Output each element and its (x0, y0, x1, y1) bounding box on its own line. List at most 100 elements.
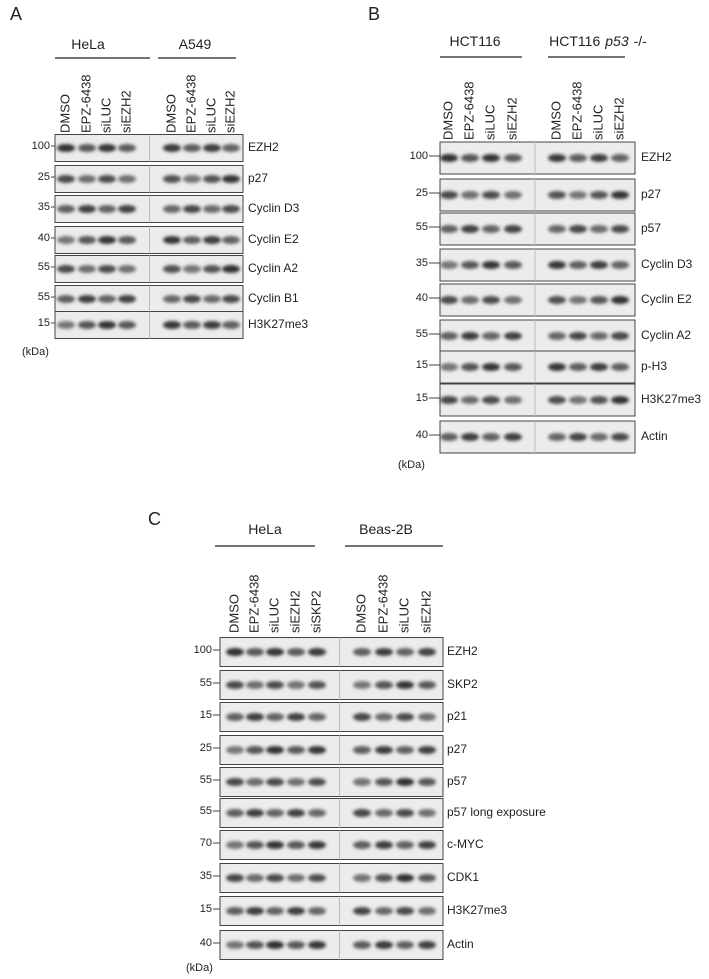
band (353, 746, 371, 754)
band (246, 907, 264, 915)
band (569, 154, 587, 162)
protein-label: p27 (248, 171, 268, 185)
band (183, 265, 201, 273)
band (308, 681, 326, 689)
band (440, 261, 458, 269)
lane-label: EPZ-6438 (375, 574, 390, 633)
band (548, 433, 566, 441)
band (287, 746, 305, 754)
band (548, 261, 566, 269)
band (163, 321, 181, 329)
band (548, 396, 566, 404)
band (78, 321, 96, 329)
band (246, 681, 264, 689)
group-label: HeLa (71, 36, 105, 52)
band (266, 941, 284, 949)
band (461, 261, 479, 269)
band (611, 396, 629, 404)
protein-label: p57 (641, 221, 661, 235)
band (222, 175, 240, 183)
band (118, 295, 136, 303)
band (98, 236, 116, 244)
band (569, 225, 587, 233)
band (396, 746, 414, 754)
band (308, 746, 326, 754)
band (266, 874, 284, 882)
protein-label: EZH2 (447, 644, 478, 658)
lane-label: siEZH2 (118, 90, 133, 133)
group-name-italic: p53 (604, 33, 629, 49)
band (226, 841, 244, 849)
band (548, 296, 566, 304)
band (287, 874, 305, 882)
protein-label: p57 (447, 774, 467, 788)
mw-label: 55 (416, 328, 428, 340)
band (118, 265, 136, 273)
lane-label: EPZ-6438 (569, 81, 584, 140)
panel: A HeLa DMSO EPZ-6438 siLUC siEZH2 A549 DMSO EPZ-… (10, 4, 308, 358)
band (396, 778, 414, 786)
band (246, 941, 264, 949)
band (504, 396, 522, 404)
band (287, 841, 305, 849)
group-label: HeLa (248, 521, 282, 537)
band (590, 191, 608, 199)
band (163, 175, 181, 183)
mw-label: 25 (416, 187, 428, 199)
band (226, 907, 244, 915)
band (287, 809, 305, 817)
mw-label: 35 (416, 257, 428, 269)
band (548, 332, 566, 340)
band (222, 321, 240, 329)
band (440, 332, 458, 340)
band (222, 265, 240, 273)
mw-label: 55 (38, 261, 50, 273)
group-name: HeLa (248, 521, 282, 537)
lane-label: siEZH2 (418, 590, 433, 633)
mw-label: 100 (32, 140, 50, 152)
band (461, 332, 479, 340)
mw-label: 40 (416, 292, 428, 304)
band (461, 154, 479, 162)
lane-label: siLUC (590, 105, 605, 140)
band (353, 681, 371, 689)
lane-label: siLUC (482, 105, 497, 140)
band (375, 681, 393, 689)
band (98, 175, 116, 183)
band (57, 175, 75, 183)
panel-label: C (148, 509, 161, 529)
mw-label: 55 (416, 221, 428, 233)
band (308, 941, 326, 949)
band (461, 296, 479, 304)
group-name: HeLa (71, 36, 105, 52)
lane-label: DMSO (548, 101, 563, 140)
band (440, 396, 458, 404)
panel: C HeLa DMSO EPZ-6438 siLUC siEZH2 siSKP2 Beas-2… (148, 509, 546, 974)
band (504, 191, 522, 199)
mw-label: 15 (200, 903, 212, 915)
lane-label: siLUC (396, 598, 411, 633)
band (163, 144, 181, 152)
band (611, 154, 629, 162)
band (226, 941, 244, 949)
band (78, 295, 96, 303)
protein-label: p57 long exposure (447, 805, 546, 819)
band (482, 332, 500, 340)
band (57, 265, 75, 273)
band (590, 332, 608, 340)
band (78, 265, 96, 273)
band (246, 746, 264, 754)
band (569, 296, 587, 304)
protein-label: H3K27me3 (641, 392, 701, 406)
protein-label: Cyclin B1 (248, 291, 299, 305)
unit-label: (kDa) (398, 459, 425, 471)
band (266, 713, 284, 721)
mw-label: 55 (200, 677, 212, 689)
band (504, 225, 522, 233)
lane-label: DMSO (57, 94, 72, 133)
band (203, 236, 221, 244)
band (78, 144, 96, 152)
band (482, 433, 500, 441)
band (375, 648, 393, 656)
